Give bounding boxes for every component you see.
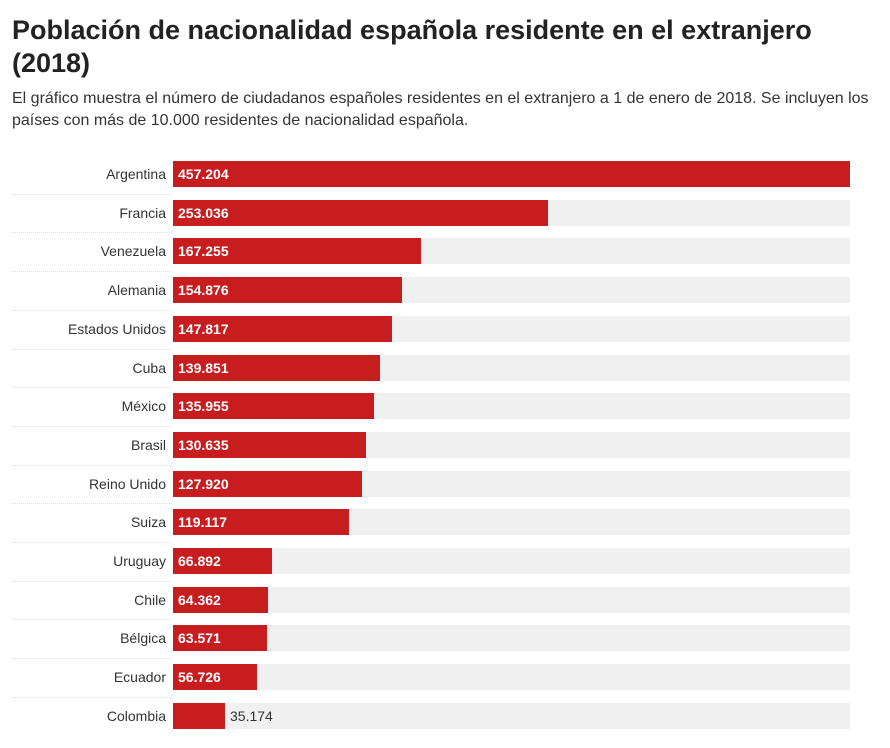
value-label: 154.876 <box>178 282 229 299</box>
bar-row: Argentina 457.204 <box>12 155 850 193</box>
row-separator <box>12 387 172 389</box>
category-label: Ecuador <box>113 669 166 686</box>
row-separator <box>12 658 172 660</box>
bar <box>173 509 349 536</box>
category-label: Argentina <box>106 166 166 182</box>
bar-track: 56.726 <box>173 664 850 691</box>
value-label: 119.117 <box>178 514 228 531</box>
value-label: 64.362 <box>178 591 221 608</box>
bar-row: Brasil 130.635 <box>12 426 850 464</box>
row-separator <box>12 271 172 273</box>
value-label: 457.204 <box>178 166 229 182</box>
category-label: Uruguay <box>113 553 166 569</box>
bar <box>173 470 362 497</box>
chart-title: Población de nacionalidad española resid… <box>12 15 812 78</box>
bar-row: Francia 253.036 <box>12 194 850 232</box>
category-label: Reino Unido <box>88 475 166 492</box>
row-separator <box>12 503 172 505</box>
value-label: 127.920 <box>178 475 229 492</box>
bar-row: Ecuador 56.726 <box>12 658 850 696</box>
value-label: 253.036 <box>178 204 229 221</box>
bar-track: 154.876 <box>173 277 850 304</box>
bar-track: 147.817 <box>173 315 850 342</box>
category-label: Alemania <box>107 282 166 299</box>
bar-track: 253.036 <box>173 199 850 226</box>
bar-track: 119.117 <box>173 509 850 536</box>
category-label: México <box>121 398 166 415</box>
bar <box>173 548 272 574</box>
bar <box>173 238 421 265</box>
value-label: 66.892 <box>178 553 221 569</box>
bar-row: Cuba 139.851 <box>12 349 850 387</box>
row-separator <box>12 425 172 427</box>
bar-row: Chile 64.362 <box>12 581 850 619</box>
bar <box>173 431 366 458</box>
bar <box>173 277 402 304</box>
row-separator <box>12 464 172 466</box>
bar-row: Colombia 35.174 <box>12 697 850 735</box>
value-label: 35.174 <box>230 707 273 724</box>
row-separator <box>12 696 172 698</box>
row-separator <box>12 542 172 543</box>
value-label: 56.726 <box>178 669 221 686</box>
category-label: Venezuela <box>100 243 166 260</box>
row-separator <box>12 348 172 350</box>
bar-row: Reino Unido 127.920 <box>12 465 850 503</box>
row-separator <box>12 309 172 311</box>
bar-track: 135.955 <box>173 393 850 420</box>
value-label: 130.635 <box>178 436 229 453</box>
bar <box>173 161 850 187</box>
bar-track: 139.851 <box>173 354 850 381</box>
bar-track: 167.255 <box>173 238 850 265</box>
category-label: Colombia <box>106 707 166 724</box>
bar <box>173 393 374 420</box>
value-label: 167.255 <box>178 243 229 260</box>
bar <box>173 664 257 691</box>
bar-row: Suiza 119.117 <box>12 503 850 541</box>
bar-row: Uruguay 66.892 <box>12 542 850 580</box>
bar-row: Estados Unidos 147.817 <box>12 310 850 348</box>
bar <box>173 625 267 652</box>
bar-track: 63.571 <box>173 625 850 652</box>
bar-track: 457.204 <box>173 161 850 187</box>
bar-row: Venezuela 167.255 <box>12 232 850 270</box>
bar-row: Alemania 154.876 <box>12 271 850 309</box>
bar-track: 64.362 <box>173 586 850 613</box>
bar-track: 35.174 <box>173 702 850 729</box>
bar-track: 130.635 <box>173 431 850 458</box>
bar <box>173 702 225 729</box>
value-label: 135.955 <box>178 398 229 415</box>
value-label: 63.571 <box>178 630 221 647</box>
value-label: 147.817 <box>178 320 229 337</box>
row-separator <box>12 619 172 621</box>
category-label: Chile <box>134 591 166 608</box>
category-label: Estados Unidos <box>67 320 166 337</box>
category-label: Francia <box>119 204 166 221</box>
row-separator <box>12 232 172 234</box>
bar <box>173 199 548 226</box>
bar-row: México 135.955 <box>12 387 850 425</box>
category-label: Bélgica <box>120 630 166 647</box>
row-separator <box>12 193 172 195</box>
bar <box>173 315 392 342</box>
category-label: Cuba <box>132 359 166 376</box>
value-label: 139.851 <box>178 359 229 376</box>
bar <box>173 586 268 613</box>
chart-subtitle: El gráfico muestra el número de ciudadan… <box>12 90 869 129</box>
bar-row: Bélgica 63.571 <box>12 619 850 657</box>
bar-track: 127.920 <box>173 470 850 497</box>
bar <box>173 354 380 381</box>
category-label: Suiza <box>130 514 166 531</box>
category-label: Brasil <box>130 436 166 453</box>
row-separator <box>12 580 172 582</box>
bar-track: 66.892 <box>173 548 850 574</box>
